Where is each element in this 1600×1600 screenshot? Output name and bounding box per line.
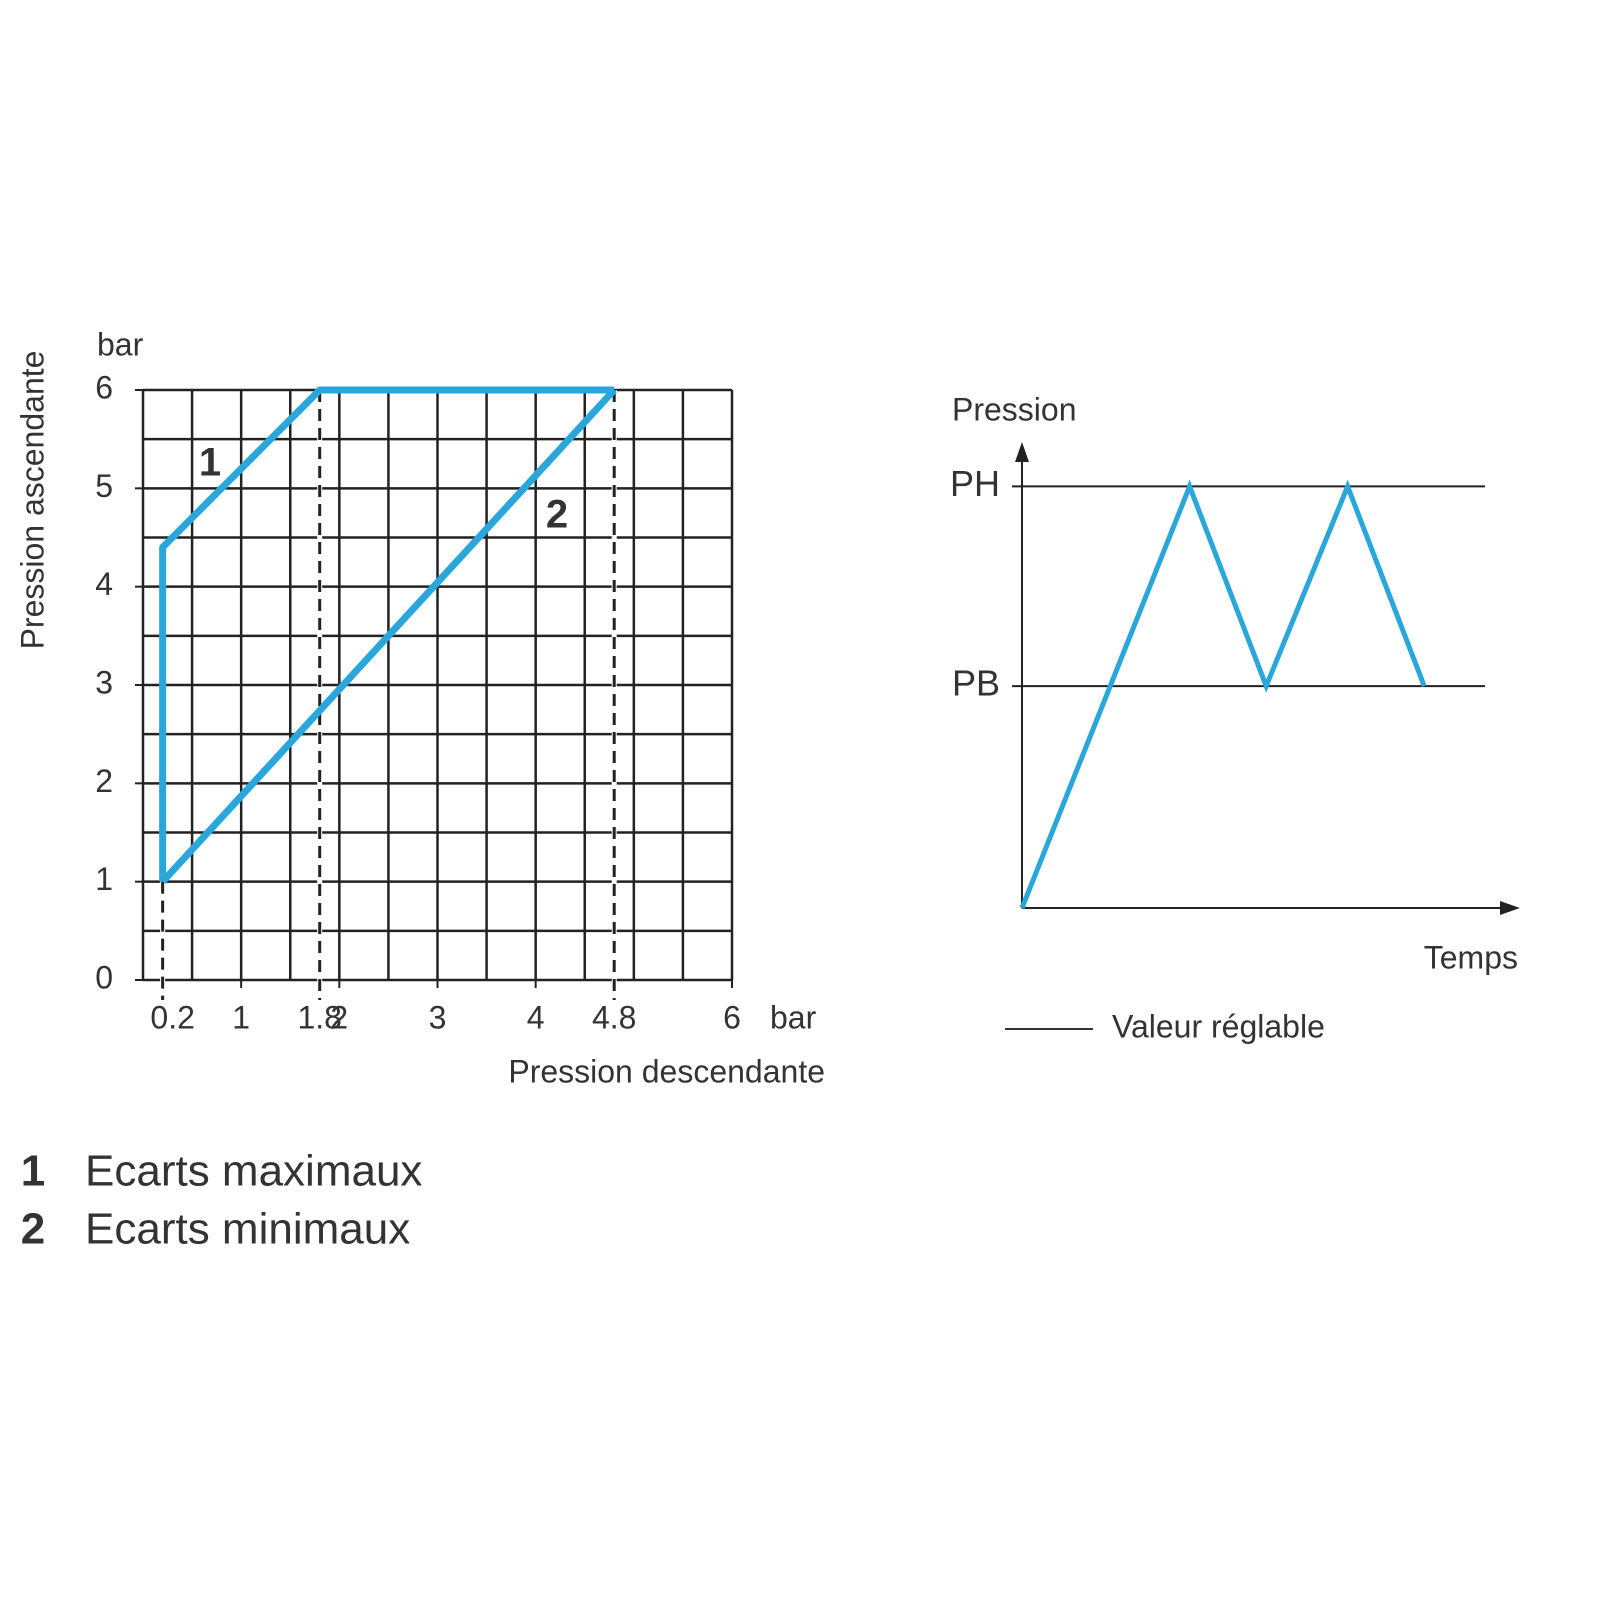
series-marker: 1	[199, 441, 221, 485]
x-tick-label: 6	[723, 999, 741, 1035]
y-tick-label: 2	[95, 763, 113, 799]
y-tick-label: 3	[95, 664, 113, 700]
y-tick-label: PB	[952, 663, 1000, 704]
x-axis-label: Temps	[1424, 939, 1518, 975]
y-tick-label: 6	[95, 369, 113, 405]
series-line	[160, 387, 617, 885]
legend-number: 2	[21, 1205, 45, 1254]
x-tick-label: 3	[429, 999, 447, 1035]
y-axis-label: Pression	[952, 391, 1077, 427]
y-tick-label: 1	[95, 861, 113, 897]
legend-label: Ecarts maximaux	[85, 1147, 422, 1196]
series-line	[1019, 479, 1427, 909]
x-axis-label: Pression descendante	[508, 1053, 825, 1089]
y-unit: bar	[97, 326, 144, 362]
legend-label: Ecarts minimaux	[85, 1205, 410, 1254]
legend-number: 1	[21, 1147, 45, 1196]
x-tick-label: 4	[527, 999, 545, 1035]
series-marker: 2	[546, 493, 568, 537]
y-tick-label: 5	[95, 468, 113, 504]
y-tick-label: 4	[95, 566, 113, 602]
y-axis-label: Pression ascendante	[14, 351, 50, 650]
x-tick-label: 0.2	[150, 999, 194, 1035]
x-tick-label: 1.8	[297, 999, 341, 1035]
y-tick-label: 0	[95, 959, 113, 995]
note: Valeur réglable	[1112, 1008, 1325, 1044]
y-axis-arrow	[1015, 442, 1029, 462]
x-tick-label: 2	[330, 999, 348, 1035]
x-axis-arrow	[1500, 901, 1520, 915]
x-unit: bar	[770, 999, 817, 1035]
x-tick-label: 4.8	[592, 999, 636, 1035]
x-tick-label: 1	[232, 999, 250, 1035]
y-tick-label: PH	[950, 463, 1000, 504]
series-line	[159, 386, 615, 882]
